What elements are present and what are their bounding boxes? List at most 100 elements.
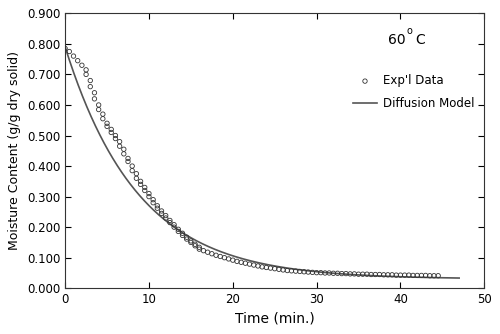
Exp'l Data bbox=[418, 273, 426, 278]
Exp'l Data bbox=[409, 273, 417, 278]
Exp'l Data bbox=[405, 273, 413, 278]
Exp'l Data bbox=[250, 263, 258, 268]
Exp'l Data bbox=[174, 229, 182, 234]
Exp'l Data bbox=[216, 254, 224, 259]
Exp'l Data bbox=[246, 262, 254, 267]
Exp'l Data bbox=[86, 84, 94, 89]
Exp'l Data bbox=[82, 67, 90, 72]
Exp'l Data bbox=[317, 270, 325, 275]
Exp'l Data bbox=[145, 194, 153, 199]
Diffusion Model bbox=[62, 45, 68, 49]
Text: 60: 60 bbox=[388, 33, 406, 46]
Exp'l Data bbox=[312, 270, 320, 275]
Exp'l Data bbox=[128, 163, 136, 169]
Exp'l Data bbox=[90, 96, 98, 102]
Exp'l Data bbox=[224, 256, 232, 262]
Exp'l Data bbox=[74, 58, 82, 63]
Diffusion Model bbox=[102, 143, 108, 147]
Text: C: C bbox=[415, 33, 425, 46]
Exp'l Data bbox=[400, 273, 408, 278]
Exp'l Data bbox=[94, 102, 102, 108]
Exp'l Data bbox=[124, 156, 132, 161]
Exp'l Data bbox=[292, 269, 300, 274]
Exp'l Data bbox=[254, 263, 262, 269]
Exp'l Data bbox=[107, 130, 115, 135]
Exp'l Data bbox=[275, 267, 283, 272]
Exp'l Data bbox=[330, 271, 338, 276]
X-axis label: Time (min.): Time (min.) bbox=[235, 312, 314, 326]
Exp'l Data bbox=[367, 272, 375, 277]
Exp'l Data bbox=[413, 273, 421, 278]
Diffusion Model bbox=[376, 274, 382, 278]
Exp'l Data bbox=[116, 144, 124, 149]
Exp'l Data bbox=[354, 272, 362, 277]
Exp'l Data bbox=[136, 182, 144, 187]
Exp'l Data bbox=[426, 273, 434, 279]
Exp'l Data bbox=[233, 259, 241, 264]
Exp'l Data bbox=[178, 233, 186, 238]
Exp'l Data bbox=[279, 267, 287, 273]
Diffusion Model bbox=[332, 272, 338, 276]
Exp'l Data bbox=[178, 230, 186, 236]
Exp'l Data bbox=[430, 273, 438, 279]
Exp'l Data bbox=[187, 240, 195, 245]
Exp'l Data bbox=[158, 208, 166, 214]
Exp'l Data bbox=[103, 121, 111, 126]
Exp'l Data bbox=[358, 272, 366, 277]
Exp'l Data bbox=[200, 248, 207, 254]
Exp'l Data bbox=[388, 272, 396, 278]
Exp'l Data bbox=[338, 271, 346, 276]
Exp'l Data bbox=[82, 72, 90, 77]
Exp'l Data bbox=[191, 241, 199, 247]
Exp'l Data bbox=[266, 266, 274, 271]
Exp'l Data bbox=[132, 171, 140, 176]
Exp'l Data bbox=[242, 261, 250, 266]
Exp'l Data bbox=[120, 147, 128, 152]
Exp'l Data bbox=[284, 268, 292, 273]
Exp'l Data bbox=[187, 238, 195, 243]
Exp'l Data bbox=[141, 188, 149, 193]
Exp'l Data bbox=[103, 124, 111, 129]
Exp'l Data bbox=[208, 251, 216, 257]
Exp'l Data bbox=[90, 90, 98, 96]
Exp'l Data bbox=[363, 272, 371, 277]
Exp'l Data bbox=[396, 273, 404, 278]
Exp'l Data bbox=[346, 271, 354, 277]
Exp'l Data bbox=[132, 176, 140, 181]
Exp'l Data bbox=[162, 215, 170, 221]
Exp'l Data bbox=[288, 268, 296, 274]
Exp'l Data bbox=[258, 264, 266, 270]
Exp'l Data bbox=[112, 133, 120, 138]
Exp'l Data bbox=[191, 243, 199, 248]
Exp'l Data bbox=[120, 151, 128, 157]
Exp'l Data bbox=[380, 272, 388, 278]
Diffusion Model bbox=[370, 274, 376, 278]
Exp'l Data bbox=[166, 220, 174, 225]
Exp'l Data bbox=[70, 53, 78, 59]
Exp'l Data bbox=[154, 203, 162, 208]
Exp'l Data bbox=[158, 211, 166, 216]
Exp'l Data bbox=[78, 62, 86, 68]
Exp'l Data bbox=[86, 78, 94, 83]
Exp'l Data bbox=[170, 224, 178, 230]
Exp'l Data bbox=[162, 213, 170, 218]
Exp'l Data bbox=[112, 136, 120, 141]
Exp'l Data bbox=[149, 200, 157, 205]
Exp'l Data bbox=[66, 49, 74, 54]
Exp'l Data bbox=[321, 270, 329, 276]
Exp'l Data bbox=[422, 273, 430, 278]
Exp'l Data bbox=[262, 265, 270, 270]
Exp'l Data bbox=[182, 236, 190, 242]
Exp'l Data bbox=[136, 179, 144, 184]
Exp'l Data bbox=[124, 159, 132, 164]
Legend: Exp'l Data, Diffusion Model: Exp'l Data, Diffusion Model bbox=[353, 74, 474, 110]
Exp'l Data bbox=[61, 46, 69, 51]
Exp'l Data bbox=[196, 244, 203, 250]
Exp'l Data bbox=[342, 271, 350, 276]
Exp'l Data bbox=[384, 272, 392, 278]
Exp'l Data bbox=[308, 270, 316, 275]
Exp'l Data bbox=[350, 271, 358, 277]
Exp'l Data bbox=[204, 249, 212, 255]
Text: o: o bbox=[406, 26, 412, 36]
Exp'l Data bbox=[116, 139, 124, 144]
